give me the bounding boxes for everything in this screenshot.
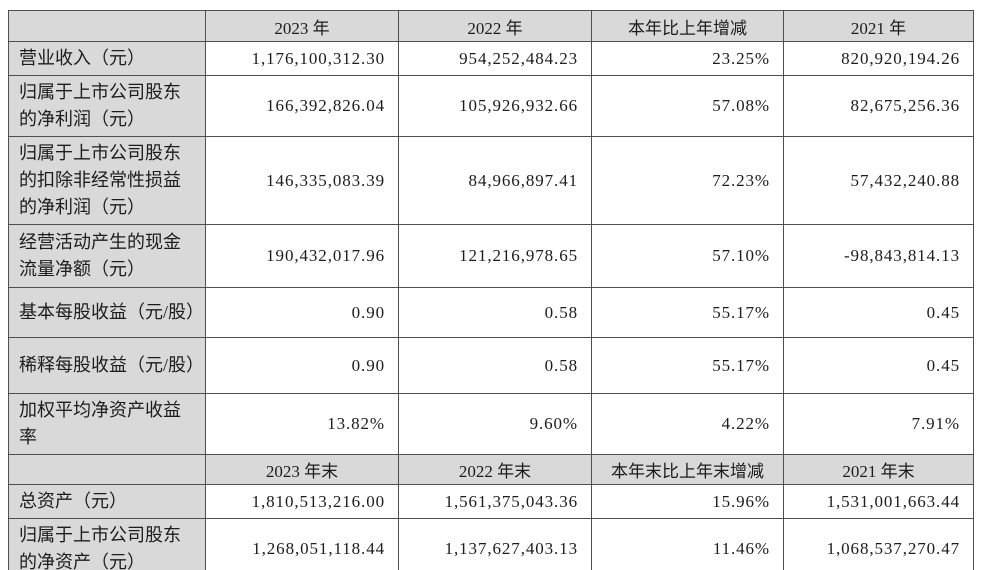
row-label-cell: 基本每股收益（元/股） bbox=[8, 287, 206, 338]
value-cell-2021: 0.45 bbox=[783, 337, 974, 394]
value-cell-2022: 105,926,932.66 bbox=[398, 75, 592, 137]
change-cell: 4.22% bbox=[591, 393, 784, 455]
value-cell-2021: 820,920,194.26 bbox=[783, 41, 974, 76]
value-cell-2022: 0.58 bbox=[398, 337, 592, 394]
table-row-diluted-eps: 稀释每股收益（元/股） 0.90 0.58 55.17% 0.45 bbox=[8, 337, 974, 394]
change-cell: 23.25% bbox=[591, 41, 784, 76]
table-row-net-assets: 归属于上市公司股东的净资产（元） 1,268,051,118.44 1,137,… bbox=[8, 518, 974, 570]
change-cell: 55.17% bbox=[591, 287, 784, 338]
change-cell: 11.46% bbox=[591, 518, 784, 570]
table-row-weighted-avg-roe: 加权平均净资产收益率 13.82% 9.60% 4.22% 7.91% bbox=[8, 393, 974, 455]
value-cell-2021: 0.45 bbox=[783, 287, 974, 338]
key-financials-table: 2023 年 2022 年 本年比上年增减 2021 年 营业收入（元） 1,1… bbox=[8, 10, 974, 570]
value-cell-2022: 1,561,375,043.36 bbox=[398, 484, 592, 519]
value-cell-2022: 9.60% bbox=[398, 393, 592, 455]
value-cell-2022: 954,252,484.23 bbox=[398, 41, 592, 76]
row-label-cell: 归属于上市公司股东的扣除非经常性损益的净利润（元） bbox=[8, 136, 206, 225]
value-cell-2022: 0.58 bbox=[398, 287, 592, 338]
value-cell-2021: 1,531,001,663.44 bbox=[783, 484, 974, 519]
header-cell-2022-end: 2022 年末 bbox=[398, 454, 592, 485]
value-cell-2023: 1,268,051,118.44 bbox=[205, 518, 399, 570]
row-label-cell: 总资产（元） bbox=[8, 484, 206, 519]
row-label-cell: 归属于上市公司股东的净资产（元） bbox=[8, 518, 206, 570]
table-row-total-assets: 总资产（元） 1,810,513,216.00 1,561,375,043.36… bbox=[8, 484, 974, 519]
value-cell-2021: -98,843,814.13 bbox=[783, 224, 974, 288]
value-cell-2022: 84,966,897.41 bbox=[398, 136, 592, 225]
header-cell-2021-end: 2021 年末 bbox=[783, 454, 974, 485]
value-cell-2022: 121,216,978.65 bbox=[398, 224, 592, 288]
header-cell-2022: 2022 年 bbox=[398, 10, 592, 42]
value-cell-2021: 82,675,256.36 bbox=[783, 75, 974, 137]
value-cell-2023: 0.90 bbox=[205, 287, 399, 338]
table-row-revenue: 营业收入（元） 1,176,100,312.30 954,252,484.23 … bbox=[8, 41, 974, 76]
table-row-net-profit: 归属于上市公司股东的净利润（元） 166,392,826.04 105,926,… bbox=[8, 75, 974, 137]
row-label-cell: 营业收入（元） bbox=[8, 41, 206, 76]
header-cell-change: 本年比上年增减 bbox=[591, 10, 784, 42]
value-cell-2023: 1,176,100,312.30 bbox=[205, 41, 399, 76]
value-cell-2023: 190,432,017.96 bbox=[205, 224, 399, 288]
header-cell-2023: 2023 年 bbox=[205, 10, 399, 42]
row-label-cell: 加权平均净资产收益率 bbox=[8, 393, 206, 455]
header-row-period-end: 2023 年末 2022 年末 本年末比上年末增减 2021 年末 bbox=[8, 454, 974, 485]
value-cell-2023: 146,335,083.39 bbox=[205, 136, 399, 225]
value-cell-2021: 57,432,240.88 bbox=[783, 136, 974, 225]
change-cell: 72.23% bbox=[591, 136, 784, 225]
row-label-cell: 稀释每股收益（元/股） bbox=[8, 337, 206, 394]
header-row-annual: 2023 年 2022 年 本年比上年增减 2021 年 bbox=[8, 10, 974, 42]
row-label-cell: 经营活动产生的现金流量净额（元） bbox=[8, 224, 206, 288]
change-cell: 15.96% bbox=[591, 484, 784, 519]
corner-cell bbox=[8, 10, 206, 42]
table-row-net-profit-deducted: 归属于上市公司股东的扣除非经常性损益的净利润（元） 146,335,083.39… bbox=[8, 136, 974, 225]
value-cell-2023: 0.90 bbox=[205, 337, 399, 394]
header-cell-end-change: 本年末比上年末增减 bbox=[591, 454, 784, 485]
row-label-cell: 归属于上市公司股东的净利润（元） bbox=[8, 75, 206, 137]
value-cell-2023: 1,810,513,216.00 bbox=[205, 484, 399, 519]
table-row-operating-cash-flow: 经营活动产生的现金流量净额（元） 190,432,017.96 121,216,… bbox=[8, 224, 974, 288]
change-cell: 55.17% bbox=[591, 337, 784, 394]
corner-cell bbox=[8, 454, 206, 485]
header-cell-2021: 2021 年 bbox=[783, 10, 974, 42]
value-cell-2023: 13.82% bbox=[205, 393, 399, 455]
value-cell-2023: 166,392,826.04 bbox=[205, 75, 399, 137]
value-cell-2022: 1,137,627,403.13 bbox=[398, 518, 592, 570]
value-cell-2021: 1,068,537,270.47 bbox=[783, 518, 974, 570]
value-cell-2021: 7.91% bbox=[783, 393, 974, 455]
table-row-basic-eps: 基本每股收益（元/股） 0.90 0.58 55.17% 0.45 bbox=[8, 287, 974, 338]
change-cell: 57.08% bbox=[591, 75, 784, 137]
header-cell-2023-end: 2023 年末 bbox=[205, 454, 399, 485]
change-cell: 57.10% bbox=[591, 224, 784, 288]
